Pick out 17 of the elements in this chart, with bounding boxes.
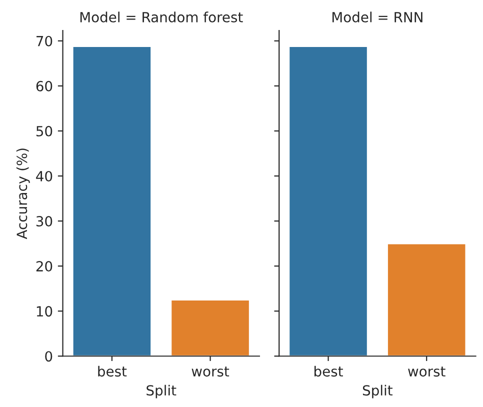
y-tick-label: 30 — [36, 216, 52, 226]
y-tick-label: 60 — [36, 80, 52, 92]
x-tick-label: worst — [192, 366, 230, 377]
x-tick-label: best — [98, 366, 127, 377]
chart-title: Model = RNN — [332, 12, 422, 22]
y-axis-title: Accuracy (%) — [16, 148, 30, 240]
y-tick-label: 50 — [36, 126, 52, 136]
chart-title: Model = Random forest — [80, 12, 243, 22]
y-tick-label: 0 — [45, 351, 52, 362]
y-tick-label: 20 — [36, 261, 52, 272]
x-tick-label: worst — [408, 366, 446, 377]
y-tick-label: 10 — [36, 306, 52, 317]
x-axis-title: Split — [146, 384, 176, 398]
y-tick-label: 70 — [36, 36, 52, 46]
x-axis-title: Split — [362, 384, 392, 398]
x-tick-label: best — [314, 366, 343, 377]
y-tick-label: 40 — [36, 170, 52, 182]
